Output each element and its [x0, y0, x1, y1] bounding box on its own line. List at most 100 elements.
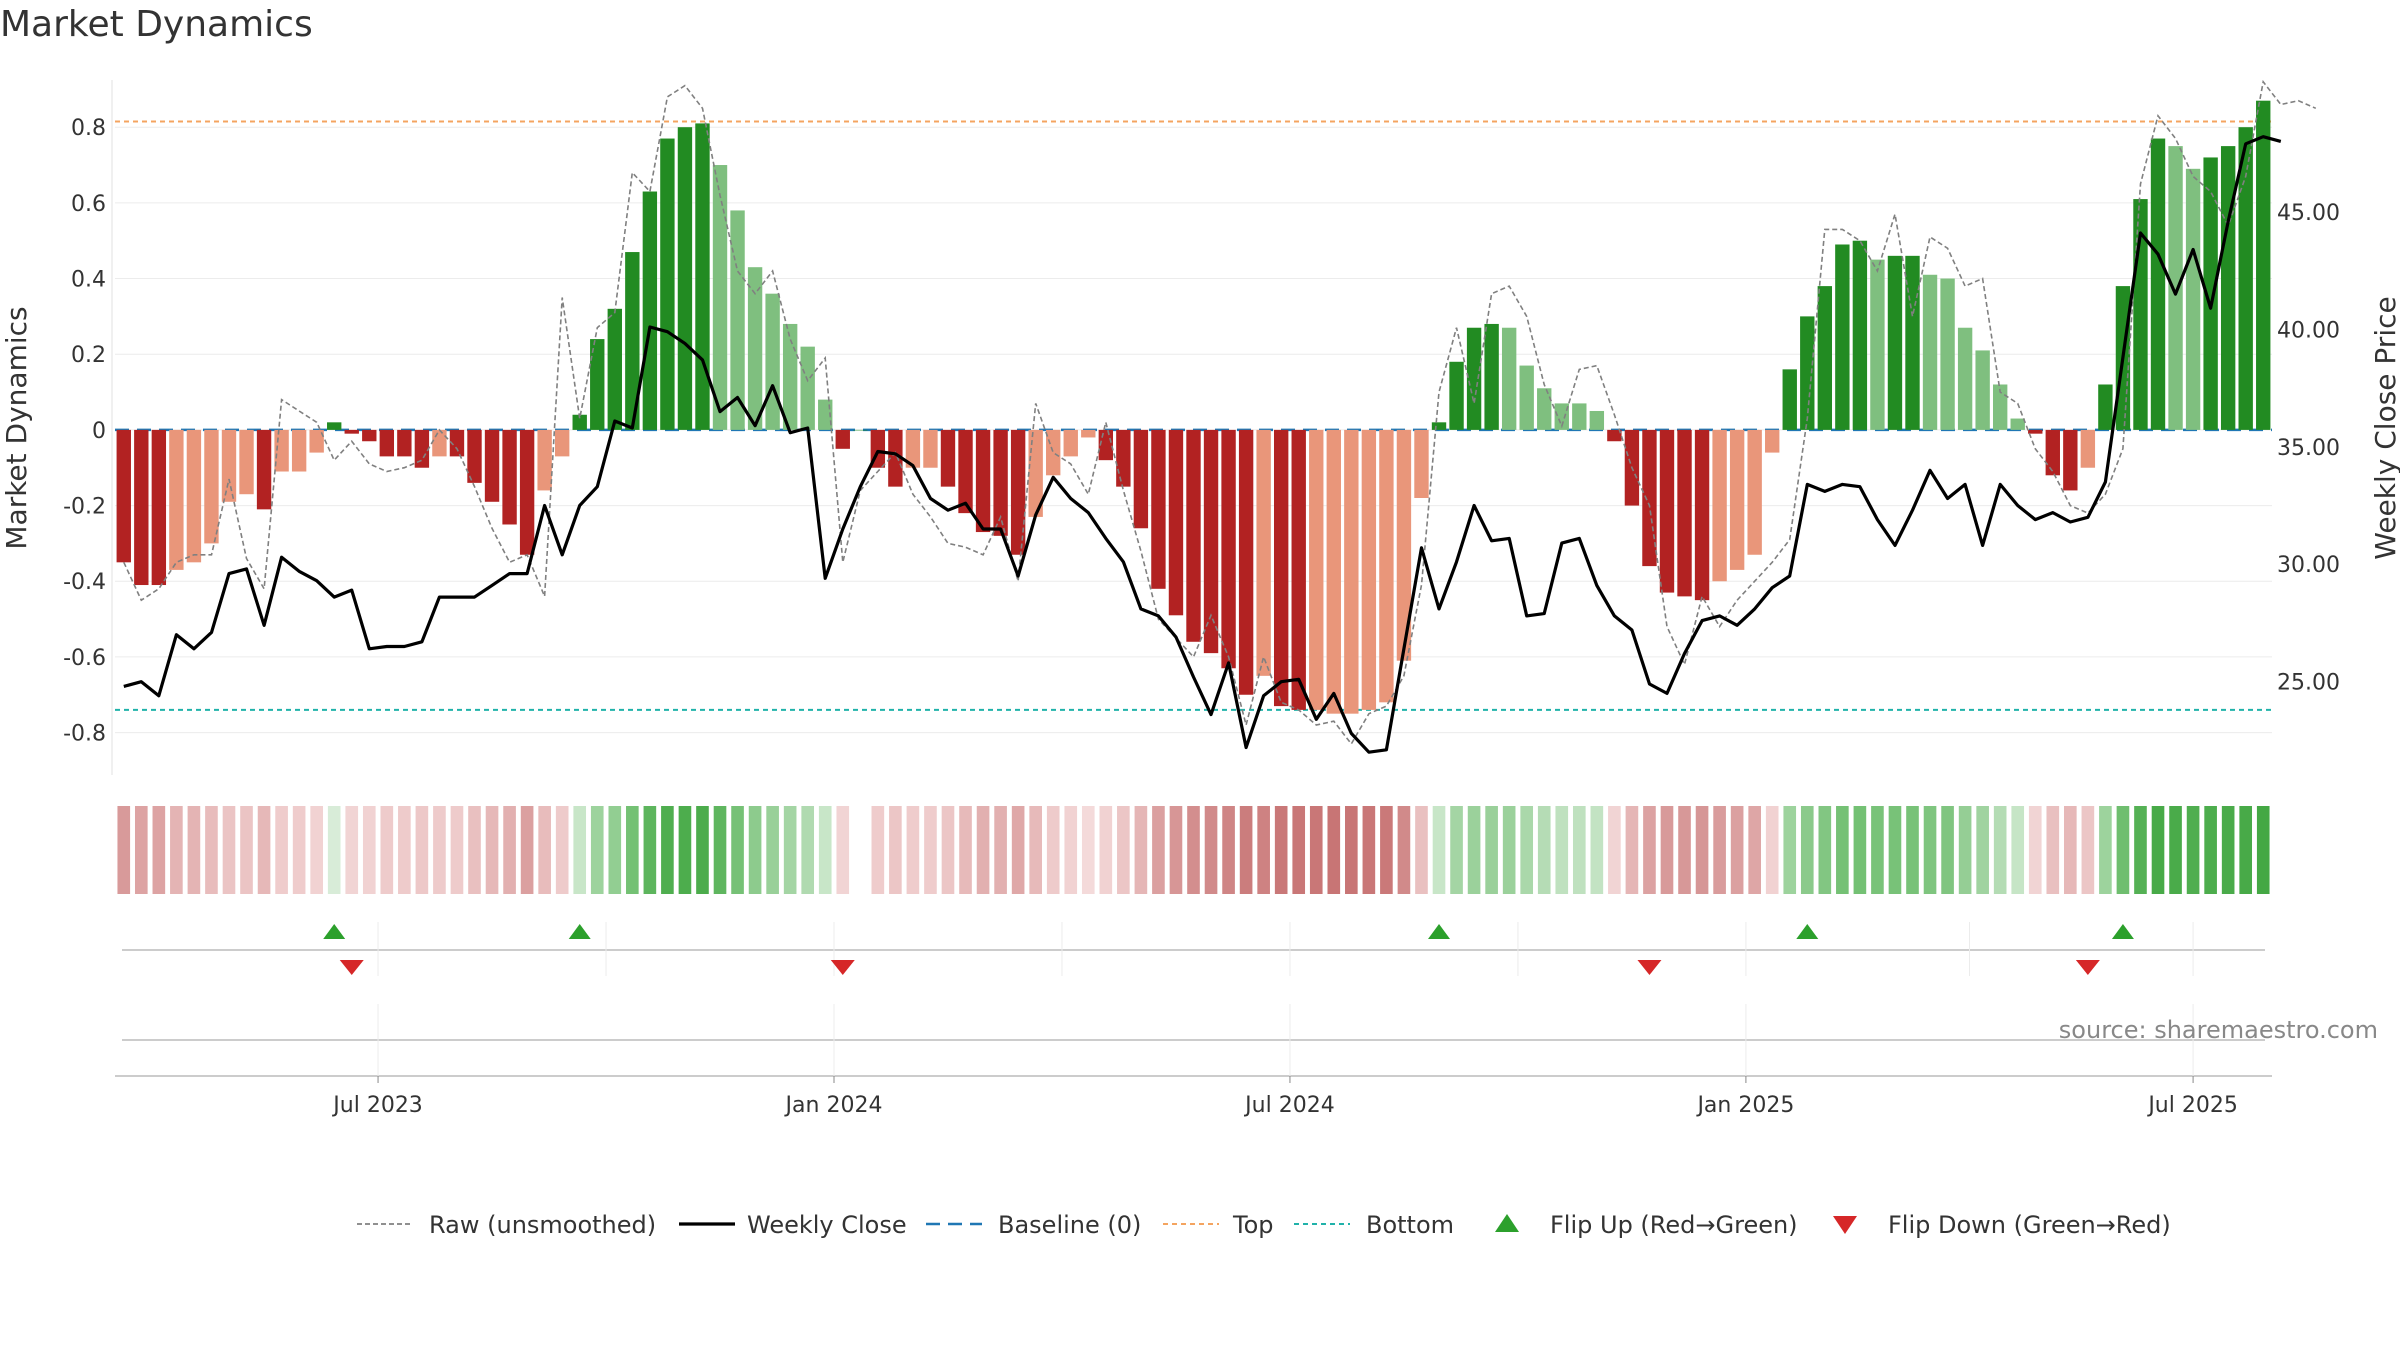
heat-strip [117, 806, 131, 894]
heat-strip [941, 806, 955, 894]
flip-down-marker [339, 960, 364, 975]
flip-down-marker [830, 960, 855, 975]
heat-strip [1590, 806, 1604, 894]
y-axis-ticks: -0.8 -0.6 -0.4 -0.2 0 0.2 0.4 0.6 0.8 [63, 116, 106, 746]
heat-strip [1853, 806, 1867, 894]
momentum-bar [1607, 429, 1622, 442]
y2-tick-label: 25.00 [2277, 671, 2340, 696]
heat-strip [362, 806, 376, 894]
heat-strip [748, 806, 762, 894]
momentum-bar [1501, 327, 1517, 430]
momentum-bar [642, 191, 658, 430]
heat-strip [2169, 806, 2182, 894]
momentum-bar [1992, 384, 2008, 430]
legend-item-baseline: Baseline (0) [926, 1211, 1141, 1239]
heat-strip [836, 806, 850, 894]
momentum-bar [853, 429, 868, 431]
legend-label: Flip Down (Green→Red) [1888, 1211, 2171, 1239]
flip-up-marker [2111, 924, 2134, 939]
momentum-bar [449, 429, 465, 457]
heat-strip [696, 806, 709, 894]
momentum-bar [800, 346, 815, 430]
momentum-bar [204, 429, 219, 544]
momentum-bar [712, 165, 728, 430]
momentum-bar [660, 138, 675, 430]
momentum-bar [502, 429, 517, 525]
series-lines [123, 79, 2317, 754]
momentum-bar [1835, 244, 1850, 430]
momentum-bar [1238, 429, 1254, 695]
momentum-bar [1800, 316, 1815, 430]
heat-strip [1011, 806, 1025, 894]
legend-label: Baseline (0) [998, 1211, 1141, 1239]
heat-strip [1345, 806, 1358, 894]
heat-strip [1397, 806, 1411, 894]
momentum-bar [432, 429, 447, 457]
legend-item-flip_down: Flip Down (Green→Red) [1833, 1211, 2171, 1239]
x-axis-ticks: Jul 2023 Jan 2024 Jul 2024 Jan 2025 Jul 2025 [331, 1076, 2238, 1118]
momentum-bar [1396, 429, 1412, 661]
heat-strip [1695, 806, 1709, 894]
momentum-bar [1203, 429, 1219, 654]
momentum-bar [1659, 429, 1675, 593]
raw-unsmoothed-line [123, 79, 2317, 746]
momentum-bar [1010, 429, 1026, 555]
heat-strip [924, 806, 937, 894]
heat-strip [1257, 806, 1270, 894]
source-credit: source: sharemaestro.com [2059, 1016, 2378, 1044]
heat-strip [1923, 806, 1937, 894]
momentum-bar [1431, 422, 1447, 430]
heat-strip [310, 806, 323, 894]
heat-strip [1520, 806, 1534, 894]
momentum-bar [1729, 429, 1745, 570]
momentum-bar [1905, 255, 1920, 430]
x-tick-label: Jan 2025 [1695, 1093, 1794, 1118]
y-tick-label: 0 [92, 419, 106, 444]
momentum-bar [1133, 429, 1149, 529]
heat-strip [2046, 806, 2060, 894]
heat-strip [853, 806, 867, 894]
momentum-bar [2256, 100, 2271, 430]
heat-strip [450, 806, 464, 894]
heat-strip [2064, 806, 2077, 894]
momentum-bar [239, 429, 254, 495]
page-title: Market Dynamics [0, 4, 313, 45]
bottom-panel [115, 1004, 2272, 1077]
momentum-bar [1642, 429, 1657, 567]
x-tick-label: Jul 2023 [331, 1093, 423, 1118]
momentum-bar [572, 414, 587, 430]
momentum-bar [1589, 410, 1605, 430]
momentum-bar [2168, 146, 2183, 430]
y-tick-label: -0.8 [63, 722, 106, 747]
legend-label: Raw (unsmoothed) [429, 1211, 656, 1239]
heat-strip-panel [117, 806, 2270, 894]
momentum-bar [2150, 138, 2166, 430]
y2-tick-label: 45.00 [2277, 201, 2340, 226]
momentum-bar [765, 293, 780, 430]
heat-strip [1888, 806, 1902, 894]
heat-strip [1152, 806, 1165, 894]
momentum-bar [256, 429, 272, 510]
heat-strip [1309, 806, 1323, 894]
momentum-bar [730, 210, 745, 430]
momentum-bar [1466, 327, 1482, 430]
heat-strip [1625, 806, 1639, 894]
momentum-bar [484, 429, 500, 502]
heat-strip [485, 806, 499, 894]
y-tick-label: 0.2 [71, 343, 106, 368]
heat-strip [2204, 806, 2217, 894]
momentum-bar [327, 422, 342, 430]
momentum-bar [940, 429, 956, 487]
heat-strip [1117, 806, 1130, 894]
momentum-bar [379, 429, 395, 457]
y-tick-label: -0.4 [63, 570, 106, 595]
momentum-bar [2063, 429, 2078, 491]
heat-strip [2011, 806, 2025, 894]
momentum-bar [695, 123, 710, 430]
heat-strip [1713, 806, 1726, 894]
momentum-bar [1484, 323, 1499, 430]
heat-strip [976, 806, 990, 894]
heat-strip [1678, 806, 1691, 894]
heat-strip [783, 806, 797, 894]
momentum-bar [1186, 429, 1201, 642]
